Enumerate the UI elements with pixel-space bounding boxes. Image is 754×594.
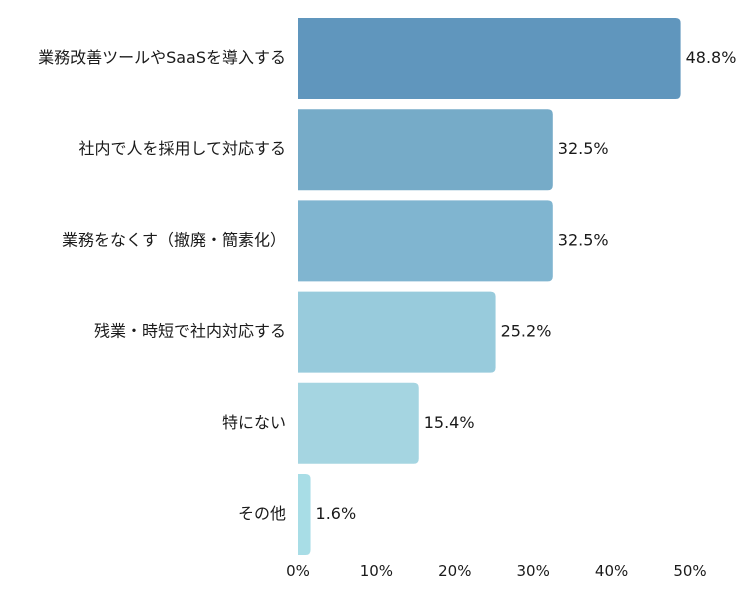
- value-label: 15.4%: [424, 413, 475, 432]
- x-tick-label: 40%: [595, 562, 628, 580]
- value-label: 25.2%: [501, 322, 552, 341]
- x-tick-label: 50%: [673, 562, 706, 580]
- category-label: 社内で人を採用して対応する: [78, 139, 286, 158]
- value-label: 48.8%: [686, 48, 737, 67]
- x-axis-ticks-group: 0% 10% 20% 30% 40% 50%: [286, 562, 707, 580]
- category-label: 業務をなくす（撤廃・簡素化）: [62, 230, 286, 249]
- x-tick-label: 10%: [360, 562, 393, 580]
- category-label: その他: [238, 504, 286, 523]
- bar: [298, 18, 681, 99]
- value-label: 1.6%: [316, 504, 357, 523]
- bar: [298, 200, 553, 282]
- x-tick-label: 0%: [286, 562, 310, 580]
- x-tick-label: 30%: [517, 562, 550, 580]
- category-labels-group: 業務改善ツールやSaaSを導入する社内で人を採用して対応する業務をなくす（撤廃・…: [38, 48, 286, 523]
- value-labels-group: 48.8% 32.5% 32.5% 25.2% 15.4% 1.6%: [316, 48, 737, 523]
- category-label: 残業・時短で社内対応する: [94, 322, 286, 341]
- value-label: 32.5%: [558, 230, 609, 249]
- bar: [298, 382, 419, 464]
- bar: [298, 291, 496, 373]
- value-label: 32.5%: [558, 139, 609, 158]
- bars-group: [298, 18, 681, 555]
- bar: [298, 109, 553, 191]
- category-label: 特にない: [222, 413, 286, 432]
- category-label: 業務改善ツールやSaaSを導入する: [38, 48, 286, 67]
- x-tick-label: 20%: [438, 562, 471, 580]
- bar: [298, 474, 311, 555]
